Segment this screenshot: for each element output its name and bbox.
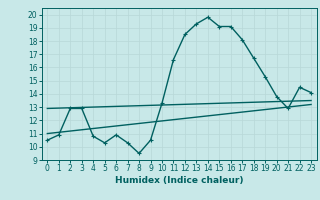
X-axis label: Humidex (Indice chaleur): Humidex (Indice chaleur) (115, 176, 244, 185)
